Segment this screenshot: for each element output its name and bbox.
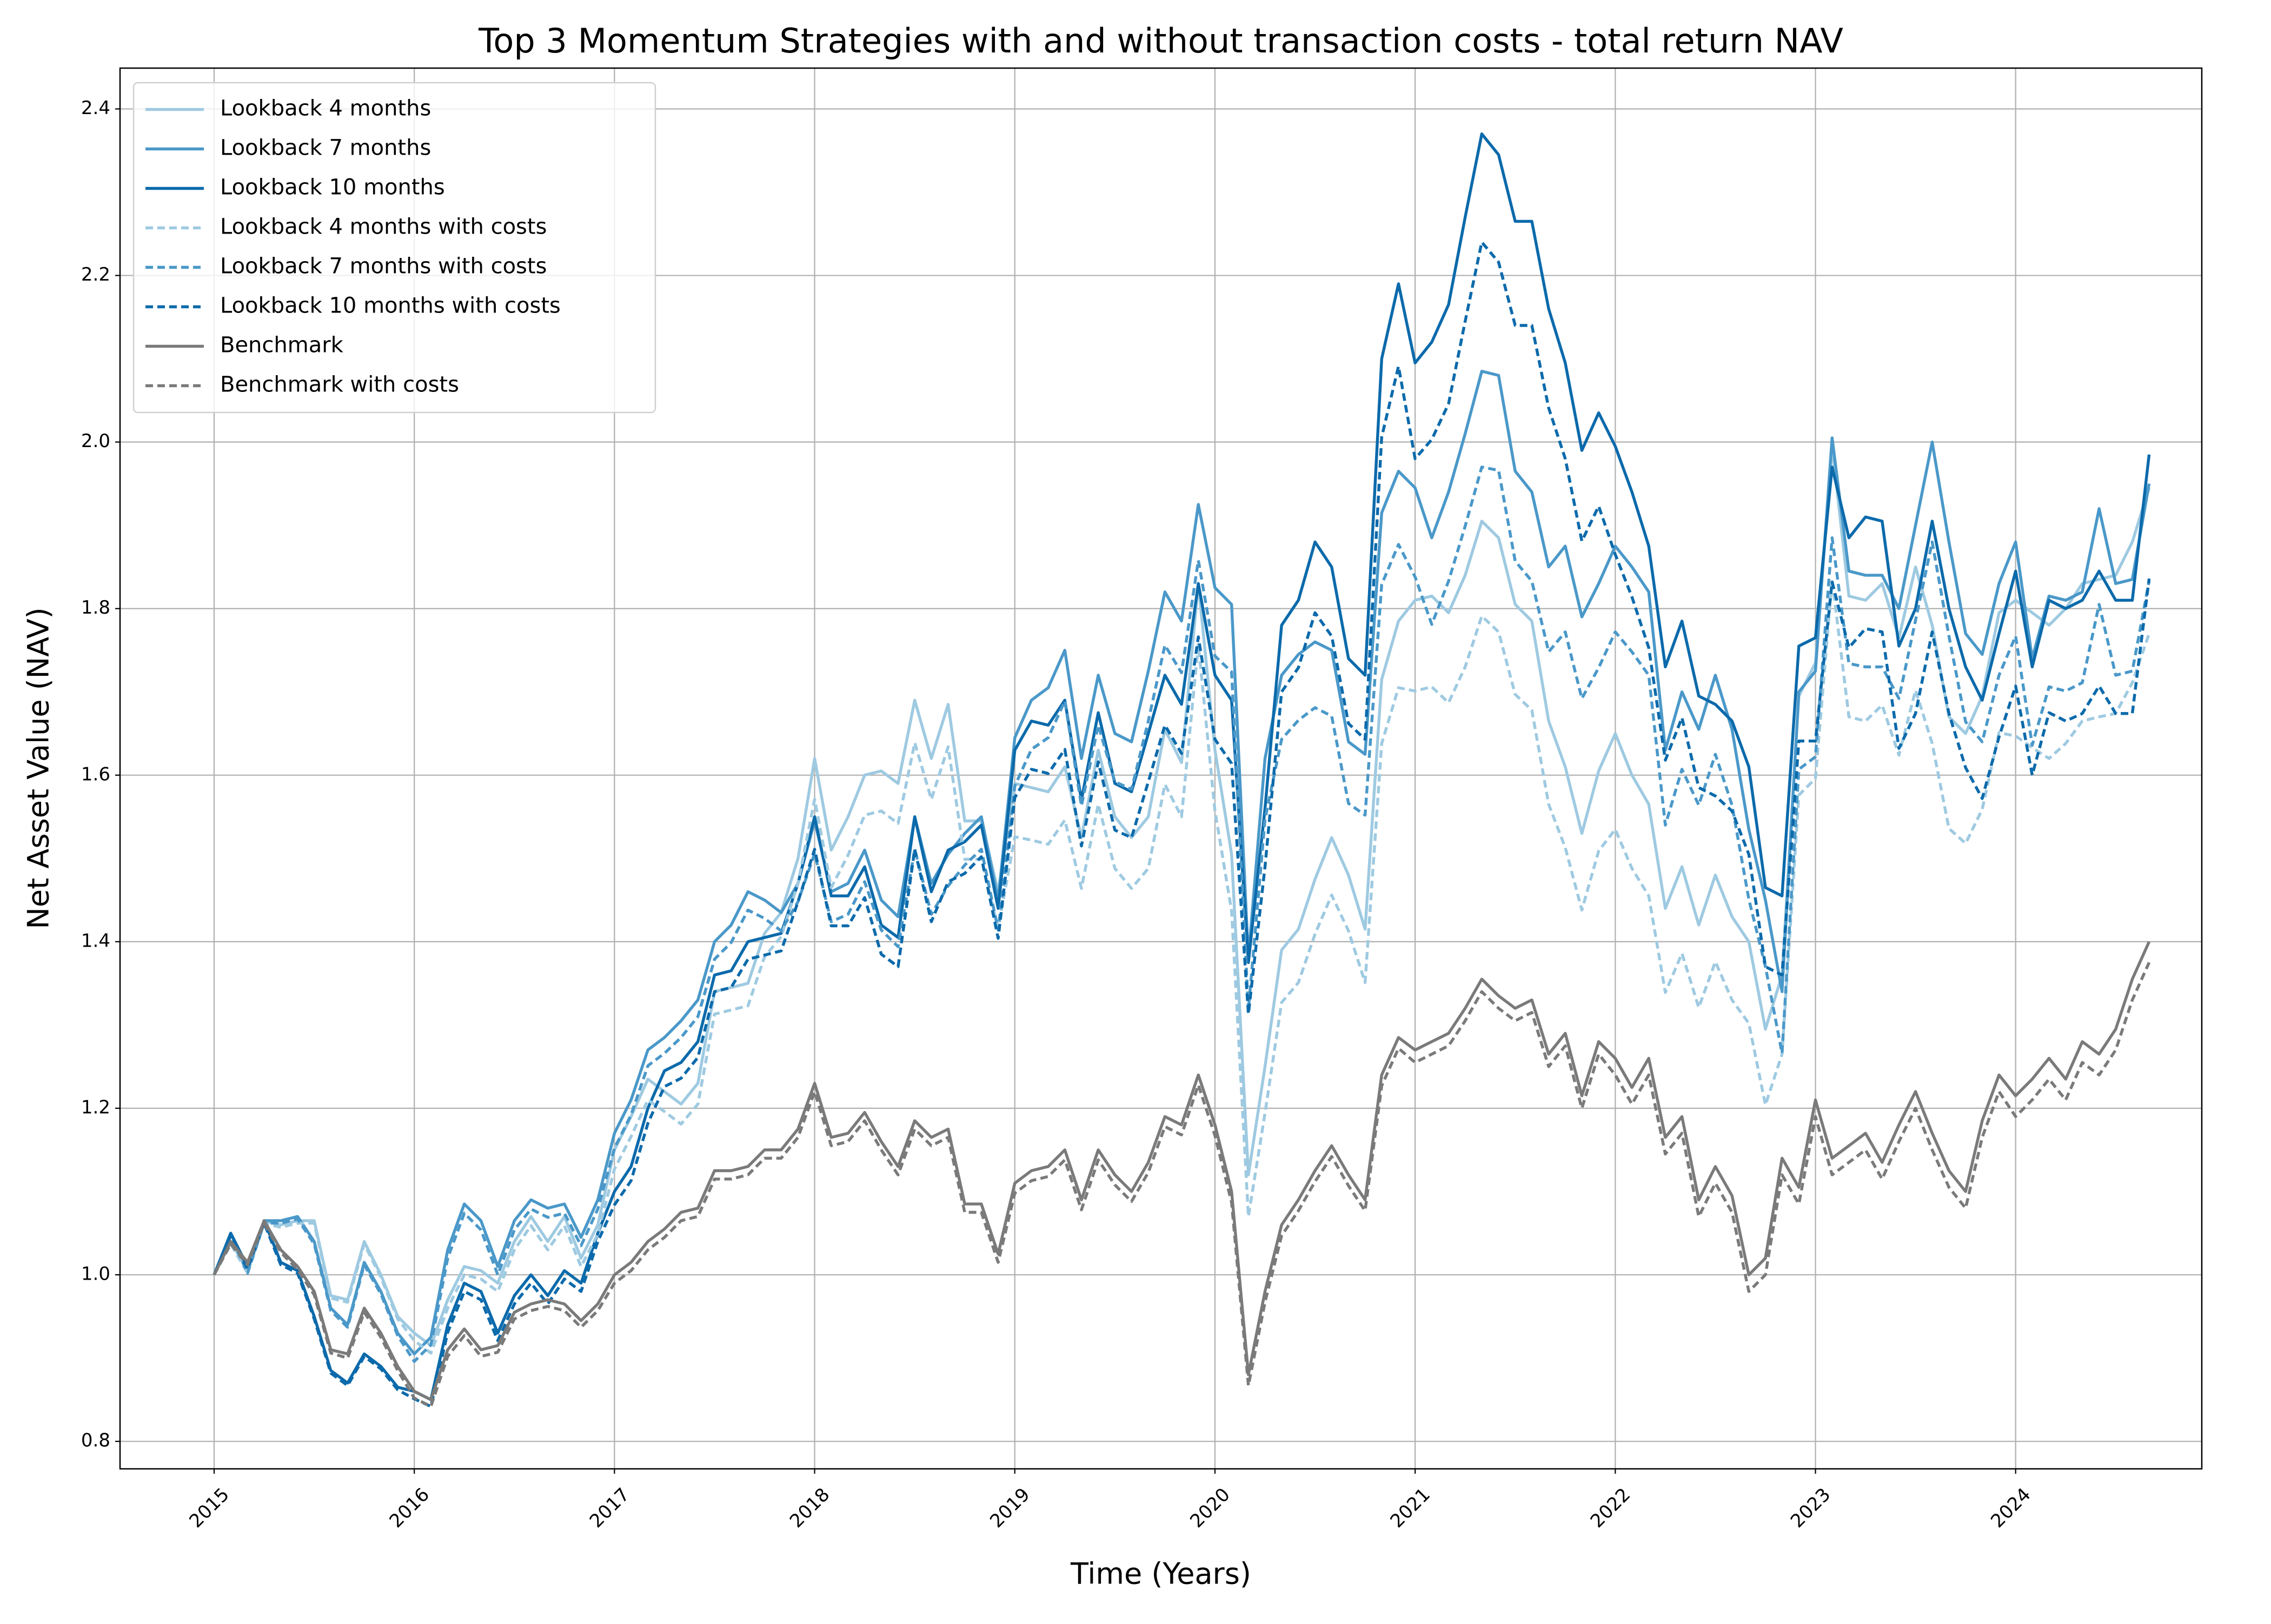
y-tick-label: 0.8 [81,1430,110,1452]
y-tick-label: 1.0 [81,1263,110,1285]
legend-label: Lookback 7 months [220,136,431,161]
legend-label: Lookback 7 months with costs [220,254,547,279]
legend-frame [132,82,656,414]
legend-label: Benchmark with costs [220,372,459,397]
legend-label: Benchmark [220,333,344,358]
y-tick-label: 1.8 [81,597,110,618]
y-axis-label: Net Asset Value (NAV) [22,607,56,929]
y-tick-label: 1.2 [81,1096,110,1118]
y-tick-label: 2.0 [81,430,110,452]
series-line [213,132,2151,1401]
series-line [213,465,2151,1363]
legend-label: Lookback 4 months [220,96,431,121]
series-line [213,941,2151,1401]
legend: Lookback 4 months Lookback 7 months Lookba… [132,82,656,414]
legend-label: Lookback 10 months [220,175,445,200]
y-tick-label: 1.6 [81,763,110,785]
series-line [213,241,2151,1408]
plot-lines [213,132,2151,1408]
chart-title: Top 3 Momentum Strategies with and witho… [478,21,1843,61]
x-axis-label: Time (Years) [1070,1557,1251,1591]
y-tick-label: 2.2 [81,264,110,285]
y-tick-label: 2.4 [81,97,110,119]
series-line [213,962,2151,1408]
y-tick-label: 1.4 [81,930,110,951]
legend-label: Lookback 10 months with costs [220,294,561,318]
legend-label: Lookback 4 months with costs [220,215,547,239]
plot-frame [119,67,2203,1470]
